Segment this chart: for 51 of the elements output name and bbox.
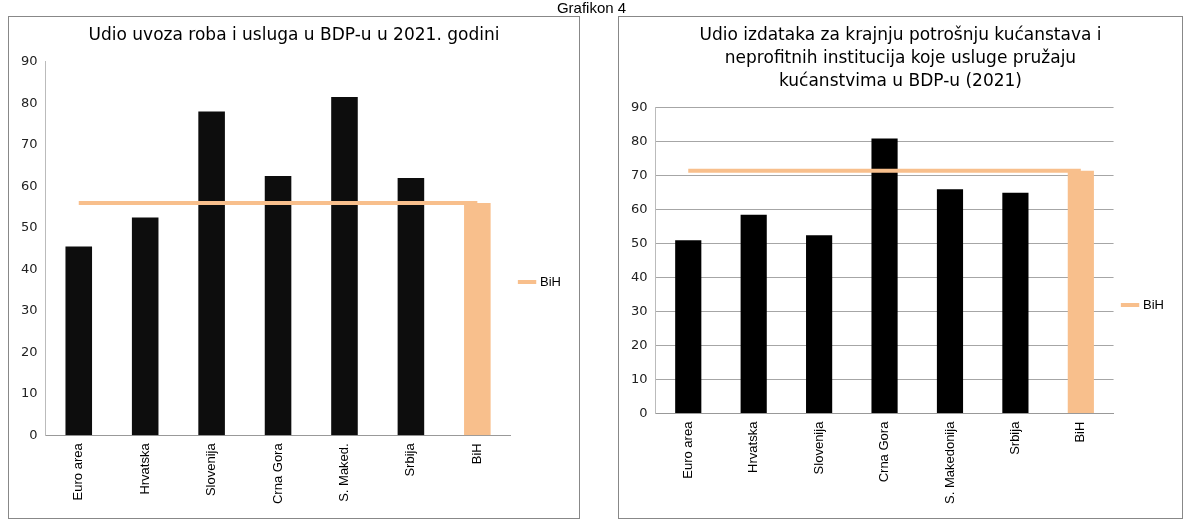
x-tick-label: Srbija	[402, 442, 418, 477]
y-tick-label: 60	[21, 177, 38, 193]
y-tick-label: 60	[631, 201, 648, 217]
y-tick-label: 80	[21, 94, 38, 110]
x-tick-label: Srbija	[1006, 420, 1022, 455]
bar	[65, 246, 93, 436]
bar	[806, 235, 833, 414]
chart-title: Udio uvoza roba i usluga u BDP-u u 2021. godini	[87, 23, 501, 46]
y-tick-label: 10	[21, 385, 38, 401]
bar	[1002, 192, 1029, 414]
text: Grafikon 4	[555, 0, 628, 16]
y-tick-label: 20	[631, 337, 648, 353]
y-tick-label: 50	[631, 235, 648, 251]
bar	[198, 111, 225, 436]
x-tick-label: Euro area	[679, 420, 695, 479]
x-tick-label: Crna Gora	[269, 442, 285, 505]
y-tick-label: 0	[29, 426, 38, 442]
x-tick-label: Euro area	[70, 442, 86, 501]
x-tick-label: Hrvatska	[136, 442, 152, 495]
y-tick-label: 30	[21, 302, 38, 318]
bar	[397, 178, 425, 436]
bar	[331, 97, 358, 436]
y-tick-label: 20	[21, 343, 38, 359]
y-tick-label: 70	[631, 167, 648, 183]
x-tick-label: BiH	[468, 443, 484, 465]
y-tick-label: 50	[21, 219, 38, 235]
y-tick-label: 40	[631, 269, 648, 285]
x-tick-label: BiH	[1072, 421, 1088, 443]
y-tick-label: 30	[631, 303, 648, 319]
legend-label: BiH	[1143, 296, 1165, 312]
y-tick-label: 0	[639, 405, 648, 420]
chart-title: Udio izdataka za krajnju potrošnju kućanstava i neprofitnih institucija koje usluge pružaju kućanstvima u BDP-u (2021)	[698, 23, 1103, 92]
legend-label: BiH	[540, 273, 562, 289]
y-tick-label: 40	[21, 260, 38, 276]
x-tick-label: Slovenija	[810, 420, 826, 475]
y-tick-label: 90	[21, 53, 38, 69]
bar	[936, 189, 964, 414]
y-tick-label: 90	[631, 99, 648, 115]
x-tick-label: Hrvatska	[745, 420, 761, 473]
x-tick-label: S. Makedonija	[941, 420, 957, 505]
bar	[264, 175, 292, 436]
x-tick-label: Crna Gora	[876, 420, 892, 483]
x-tick-label: Slovenija	[203, 442, 219, 497]
y-tick-label: 70	[21, 136, 38, 152]
bar	[675, 240, 702, 414]
bar	[740, 214, 767, 414]
y-tick-label: 10	[631, 371, 648, 387]
bar	[871, 138, 898, 414]
y-tick-label: 80	[631, 133, 648, 149]
bar	[131, 217, 159, 436]
x-tick-label: S. Maked.	[336, 443, 352, 502]
